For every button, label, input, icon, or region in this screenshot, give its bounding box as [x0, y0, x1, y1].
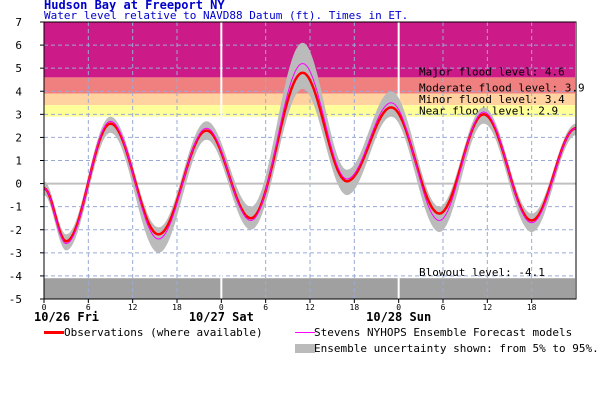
flood-band-3 [44, 105, 576, 117]
chart-title: Hudson Bay at Freeport NY [44, 0, 225, 12]
y-tick-label: -3 [9, 247, 22, 260]
flood-level-label: Moderate flood level: 3.9 [419, 82, 585, 95]
uncertainty-legend-swatch [295, 344, 315, 353]
x-tick-label: 6 [263, 303, 268, 312]
x-tick-label: 12 [305, 303, 315, 312]
y-tick-label: 3 [15, 108, 22, 121]
y-tick-label: -5 [9, 293, 22, 306]
x-tick-label: 18 [527, 303, 537, 312]
flood-level-label: Major flood level: 4.6 [419, 65, 565, 78]
forecast-legend-label: Stevens NYHOPS Ensemble Forecast models [314, 326, 573, 339]
day-label: 10/26 Fri [34, 310, 99, 324]
x-tick-label: 12 [483, 303, 493, 312]
flood-level-label: Minor flood level: 3.4 [419, 93, 565, 106]
y-tick-label: -1 [9, 201, 22, 214]
day-label: 10/27 Sat [189, 310, 254, 324]
observations-legend-label: Observations (where available) [64, 326, 263, 339]
x-tick-label: 0 [219, 303, 224, 312]
x-tick-label: 6 [441, 303, 446, 312]
uncertainty-legend-label: Ensemble uncertainty shown: from 5% to 9… [314, 342, 599, 355]
chart-subtitle: Water level relative to NAVD88 Datum (ft… [44, 9, 409, 22]
y-tick-label: 2 [15, 131, 22, 144]
y-tick-label: 5 [15, 62, 22, 75]
x-tick-label: 0 [42, 303, 47, 312]
forecast-legend-swatch [295, 332, 315, 333]
y-tick-label: -4 [9, 270, 23, 283]
water-level-chart: Major flood level: 4.6 Moderate flood lev… [9, 16, 585, 324]
forecast-line [43, 62, 577, 245]
x-tick-label: 12 [128, 303, 138, 312]
y-tick-label: 7 [15, 16, 22, 29]
x-tick-label: 0 [396, 303, 401, 312]
observations-legend-swatch [44, 331, 64, 334]
x-tick-label: 18 [172, 303, 182, 312]
x-tick-label: 6 [86, 303, 91, 312]
day-label: 10/28 Sun [366, 310, 431, 324]
x-tick-label: 18 [350, 303, 360, 312]
y-tick-label: 6 [15, 39, 22, 52]
y-tick-label: 1 [15, 155, 22, 168]
y-tick-label: 0 [15, 178, 22, 191]
flood-level-label: Blowout level: -4.1 [419, 266, 545, 279]
y-tick-label: -2 [9, 224, 22, 237]
y-tick-label: 4 [15, 85, 22, 98]
